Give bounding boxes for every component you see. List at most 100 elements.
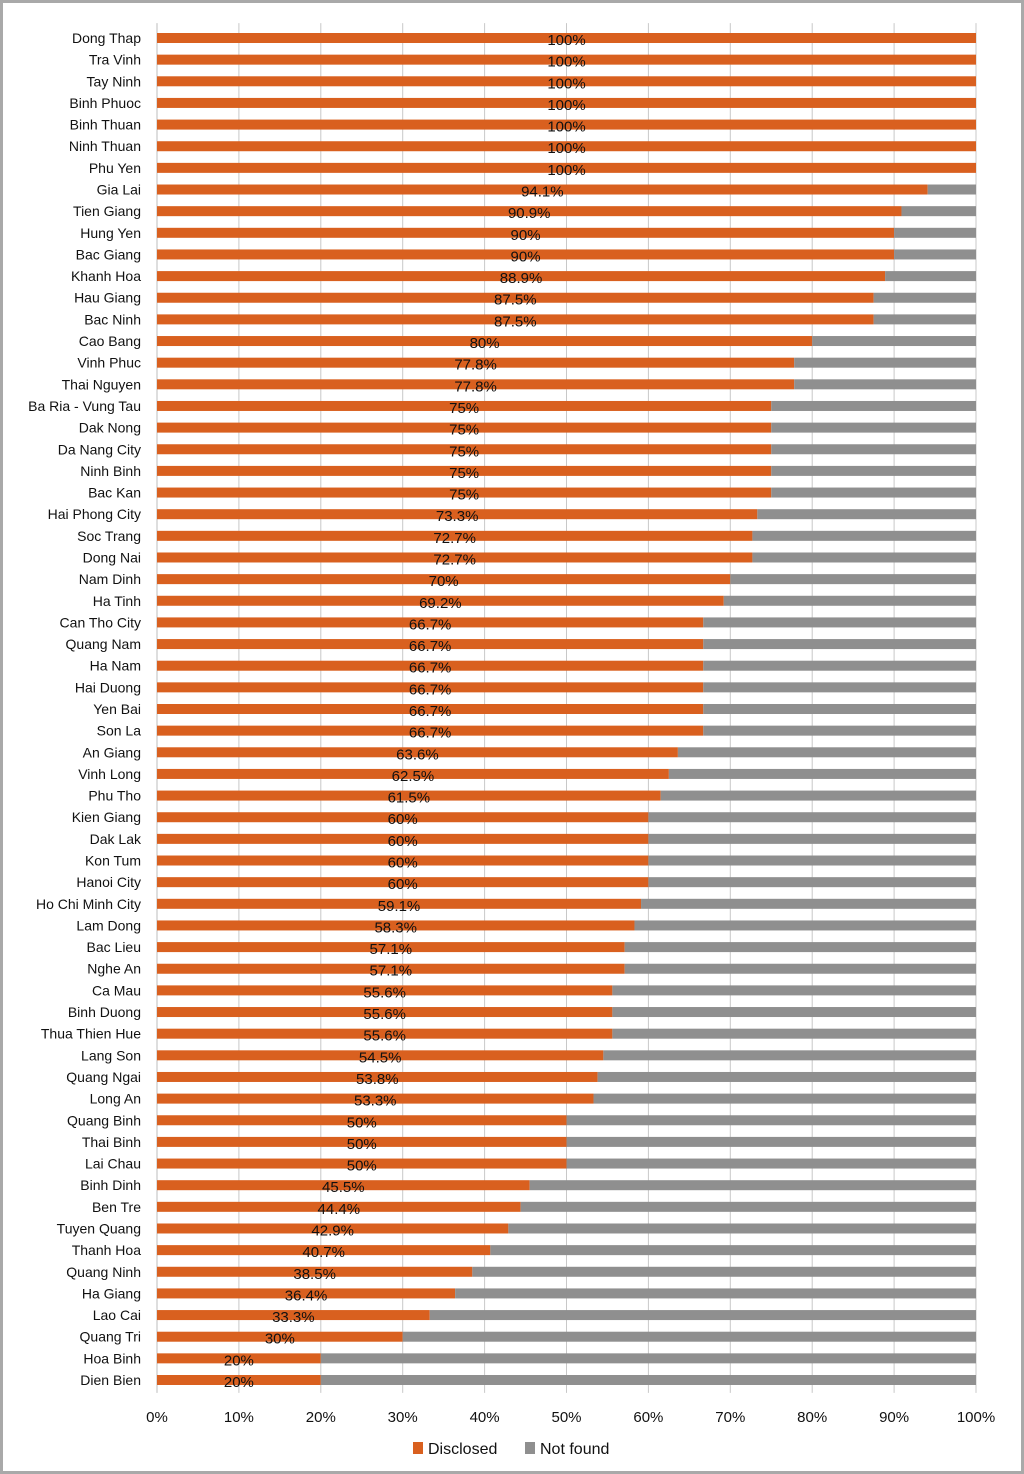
legend-swatch-not-found (525, 1442, 535, 1454)
data-label: 33.3% (272, 1309, 315, 1326)
bar-not-found (566, 1158, 976, 1169)
category-label: Dien Bien (80, 1372, 141, 1388)
x-tick-label: 0% (146, 1409, 168, 1426)
category-label: Binh Dinh (80, 1177, 141, 1193)
category-label: Quang Binh (67, 1112, 141, 1128)
bar-disclosed (157, 1115, 567, 1126)
bar-not-found (771, 444, 976, 455)
bar-not-found (566, 1115, 976, 1126)
category-label: Ba Ria - Vung Tau (28, 398, 141, 414)
bar-disclosed (157, 76, 976, 87)
bars (157, 33, 977, 1385)
bar-disclosed (157, 271, 886, 282)
bar-not-found (752, 552, 976, 563)
category-label: Dong Thap (72, 30, 141, 46)
bar-not-found (612, 985, 976, 996)
bar-disclosed (157, 833, 649, 844)
data-label: 66.7% (409, 681, 452, 698)
data-label: 60% (388, 855, 418, 872)
data-label: 53.3% (354, 1093, 397, 1110)
bar-not-found (873, 292, 976, 303)
x-tick-label: 40% (470, 1409, 500, 1426)
bar-not-found (648, 855, 976, 866)
bar-disclosed (157, 530, 753, 541)
x-tick-label: 100% (957, 1409, 995, 1426)
bar-not-found (703, 617, 976, 628)
data-label: 100% (547, 32, 585, 49)
category-label: Dak Nong (79, 420, 141, 436)
category-label: Thai Nguyen (62, 376, 141, 392)
data-label: 75% (449, 465, 479, 482)
category-label: Ca Mau (92, 982, 141, 998)
bar-disclosed (157, 509, 758, 520)
bar-disclosed (157, 1245, 491, 1256)
data-label: 80% (470, 335, 500, 352)
bar-disclosed (157, 682, 704, 693)
data-label: 20% (224, 1352, 254, 1369)
bar-disclosed (157, 790, 661, 801)
x-tick-label: 50% (551, 1409, 581, 1426)
data-label: 75% (449, 400, 479, 417)
category-label: Cao Bang (79, 333, 141, 349)
bar-disclosed (157, 1223, 509, 1234)
category-label: Tra Vinh (89, 52, 141, 68)
data-label: 50% (347, 1114, 377, 1131)
bar-disclosed (157, 1310, 430, 1321)
category-label: Gia Lai (97, 182, 141, 198)
category-label: Can Tho City (60, 614, 141, 630)
bar-disclosed (157, 660, 704, 671)
bar-not-found (794, 379, 976, 390)
bar-disclosed (157, 1050, 604, 1061)
bar-not-found (927, 184, 976, 195)
bar-not-found (703, 682, 976, 693)
category-label: Hanoi City (76, 874, 141, 890)
bar-disclosed (157, 1158, 567, 1169)
data-label: 100% (547, 162, 585, 179)
category-label: Thua Thien Hue (41, 1026, 141, 1042)
data-label: 72.7% (433, 530, 476, 547)
bar-disclosed (157, 1007, 613, 1018)
bar-not-found (320, 1353, 976, 1364)
bar-disclosed (157, 487, 772, 498)
bar-disclosed (157, 855, 649, 866)
category-label: Bac Lieu (87, 939, 141, 955)
data-label: 75% (449, 487, 479, 504)
bar-disclosed (157, 725, 704, 736)
data-label: 55.6% (363, 1006, 406, 1023)
bar-not-found (812, 336, 976, 347)
data-label: 87.5% (494, 313, 537, 330)
category-label: Kien Giang (72, 809, 141, 825)
category-label: Phu Yen (89, 160, 141, 176)
bar-not-found (885, 271, 976, 282)
bar-not-found (597, 1071, 976, 1082)
bar-not-found (794, 357, 976, 368)
data-label: 70% (429, 573, 459, 590)
bar-disclosed (157, 444, 772, 455)
data-labels: 100% 100% 100% 100% 100% 100% 100% 94.1% 90.9% 90… (224, 32, 586, 1391)
bar-not-found (490, 1245, 976, 1256)
category-label: Nam Dinh (79, 571, 141, 587)
bar-not-found (752, 530, 976, 541)
bar-disclosed (157, 1288, 456, 1299)
data-label: 88.9% (500, 270, 543, 287)
category-label: Da Nang City (58, 441, 141, 457)
category-label: Binh Duong (68, 1004, 141, 1020)
bar-disclosed (157, 97, 976, 108)
data-label: 62.5% (392, 768, 435, 785)
category-label: Ha Giang (82, 1285, 141, 1301)
data-label: 77.8% (454, 357, 497, 374)
data-label: 20% (224, 1374, 254, 1391)
data-label: 63.6% (396, 746, 439, 763)
bar-not-found (320, 1375, 976, 1385)
category-label: Khanh Hoa (71, 268, 141, 284)
data-label: 66.7% (409, 703, 452, 720)
x-tick-label: 10% (224, 1409, 254, 1426)
category-label: Son La (97, 723, 142, 739)
bar-not-found (771, 422, 976, 433)
data-label: 100% (547, 75, 585, 92)
data-label: 72.7% (433, 551, 476, 568)
bar-disclosed (157, 1353, 321, 1364)
data-label: 66.7% (409, 616, 452, 633)
bar-not-found (703, 660, 976, 671)
